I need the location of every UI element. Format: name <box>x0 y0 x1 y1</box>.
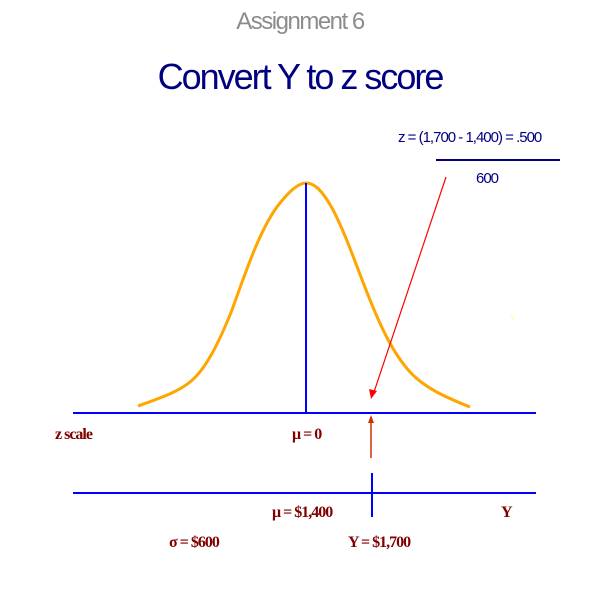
formula-denominator: 600 <box>476 170 499 187</box>
sigma-label: σ = $600 <box>169 534 220 551</box>
normal-curve <box>137 181 471 409</box>
y-axis-label: Y <box>501 504 513 521</box>
mu-y-label: μ = $1,400 <box>272 504 333 521</box>
formula-numerator: z = (1,700 - 1,400) = .500 <box>398 129 542 146</box>
z-scale-label: z scale <box>55 426 93 443</box>
y-value-label: Y = $1,700 <box>348 534 411 551</box>
faint-y-label: Y <box>510 313 517 323</box>
slide-title: Convert Y to z score <box>157 56 445 97</box>
pointer-arrow <box>369 176 447 399</box>
up-arrow <box>368 415 374 458</box>
subtitle: Assignment 6 <box>236 8 365 35</box>
mu-z-label: μ = 0 <box>292 426 322 443</box>
